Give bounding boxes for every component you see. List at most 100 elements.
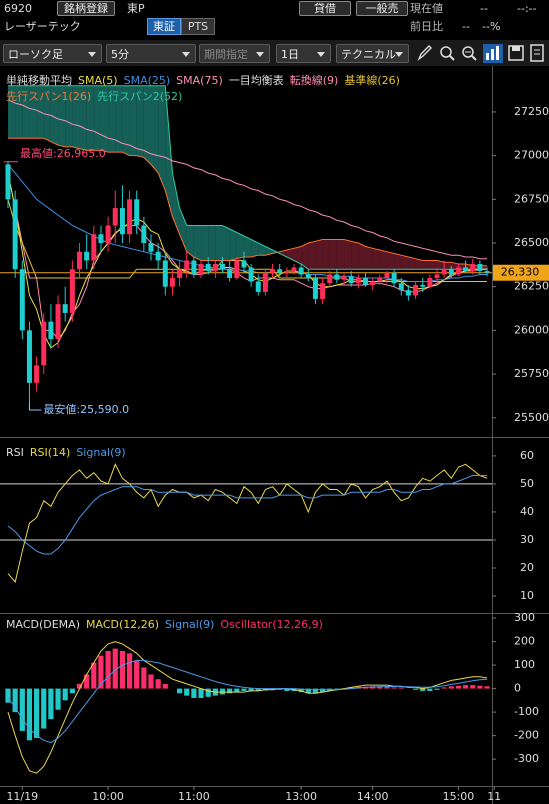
indicator-icon[interactable]: [483, 44, 503, 63]
x-tick-label: 11/19: [6, 790, 38, 803]
oscillator-bar: [141, 667, 147, 689]
cloud: [444, 262, 452, 270]
cloud: [193, 225, 202, 261]
oscillator-bar: [463, 685, 469, 689]
candle-body: [119, 208, 125, 235]
indicator-line: [7, 475, 488, 555]
y-tick-label: 60: [520, 449, 534, 462]
candle-body: [5, 164, 11, 200]
x-tick-label: 11: [487, 790, 501, 803]
cloud: [265, 246, 273, 256]
price: --: [480, 2, 488, 15]
legend-entry: 一目均衡表: [228, 74, 284, 87]
candle-body: [77, 251, 82, 270]
cloud: [158, 85, 166, 191]
candle-body: [320, 283, 326, 299]
oscillator-bar: [34, 688, 40, 738]
cloud: [422, 260, 430, 270]
oscillator-bar: [312, 688, 319, 694]
cloud: [22, 85, 30, 139]
candle-body: [205, 263, 211, 271]
legend-entry: 単純移動平均: [6, 74, 72, 87]
candle-body: [234, 260, 240, 278]
period-dropdown[interactable]: 期間指定: [199, 44, 270, 63]
interval-dropdown[interactable]: 5分: [106, 44, 196, 63]
zoom-icon[interactable]: [440, 46, 455, 61]
cloud: [86, 85, 94, 151]
candle-body: [398, 283, 404, 291]
technical-dropdown[interactable]: テクニカル: [336, 44, 409, 63]
cloud: [215, 225, 223, 261]
oscillator-bar: [284, 688, 290, 691]
candle-body: [312, 277, 318, 299]
oscillator-bar: [348, 687, 354, 689]
cloud: [408, 256, 416, 270]
candle-body: [12, 199, 18, 270]
cloud: [108, 85, 116, 153]
market-tab[interactable]: PTS: [181, 18, 215, 35]
oscillator-bar: [177, 688, 183, 694]
cloud: [429, 260, 437, 270]
cloud: [208, 225, 216, 261]
market-tab[interactable]: 東証: [147, 18, 181, 35]
cloud: [351, 241, 359, 270]
y-tick-label: -300: [514, 752, 539, 765]
oscillator-bar: [391, 687, 397, 689]
sma-line: [7, 164, 488, 282]
cloud: [294, 246, 302, 264]
candle-body: [227, 269, 233, 278]
cloud: [365, 246, 373, 270]
cloud: [315, 239, 323, 270]
y-tick-label: 10: [520, 589, 534, 602]
candle-body: [284, 270, 290, 273]
margin-buy-button[interactable]: 貸借: [299, 1, 351, 16]
candle-body: [19, 269, 25, 331]
compare-icon[interactable]: [462, 46, 477, 61]
candle-body: [62, 304, 68, 313]
legend-entry: 転換線(9): [289, 74, 339, 87]
cloud: [322, 239, 330, 270]
cloud: [243, 236, 252, 257]
settings-icon[interactable]: [530, 44, 544, 62]
oscillator-bar: [26, 688, 33, 741]
oscillator-bar: [269, 688, 276, 690]
register-button[interactable]: 銘柄登録: [57, 1, 115, 16]
oscillator-bar: [398, 687, 404, 689]
range-dropdown[interactable]: 1日: [276, 44, 331, 63]
candle-body: [270, 269, 276, 273]
y-tick-label: 0: [514, 682, 521, 695]
candle-body: [327, 274, 333, 284]
oscillator-bar: [377, 686, 383, 689]
draw-icon[interactable]: [417, 45, 432, 62]
change-percent: --%: [482, 20, 501, 33]
candle-body: [420, 284, 426, 287]
cloud: [437, 260, 445, 270]
candle-body: [355, 277, 361, 284]
indicator-line: [7, 463, 488, 584]
candle-body: [298, 267, 304, 275]
save-icon[interactable]: [508, 45, 524, 61]
oscillator-bar: [148, 674, 154, 689]
y-tick-label: 26750: [514, 192, 549, 205]
chart-type-dropdown[interactable]: ローソク足: [3, 44, 102, 63]
price-label: 現在値: [410, 2, 443, 15]
cloud: [229, 229, 237, 261]
candle-body: [155, 251, 161, 261]
legend: 単純移動平均 SMA(5) SMA(25) SMA(75) 一目均衡表 転換線(9) 基準線…: [6, 73, 488, 105]
oscillator-bar: [255, 688, 261, 691]
oscillator-bar: [155, 679, 161, 689]
oscillator-bar: [441, 687, 447, 689]
candle-body: [112, 208, 118, 226]
candle-body: [98, 234, 104, 244]
oscillator-bar: [191, 688, 197, 699]
oscillator-bar: [384, 686, 390, 689]
oscillator-bar: [298, 688, 304, 693]
cloud: [251, 239, 259, 257]
cloud: [129, 85, 137, 156]
cloud: [386, 251, 395, 270]
candle-body: [262, 272, 268, 292]
candle-body: [441, 269, 447, 275]
oscillator-bar: [234, 688, 240, 693]
change-label: 前日比: [410, 20, 443, 33]
general-sell-button[interactable]: 一般売: [356, 1, 408, 16]
